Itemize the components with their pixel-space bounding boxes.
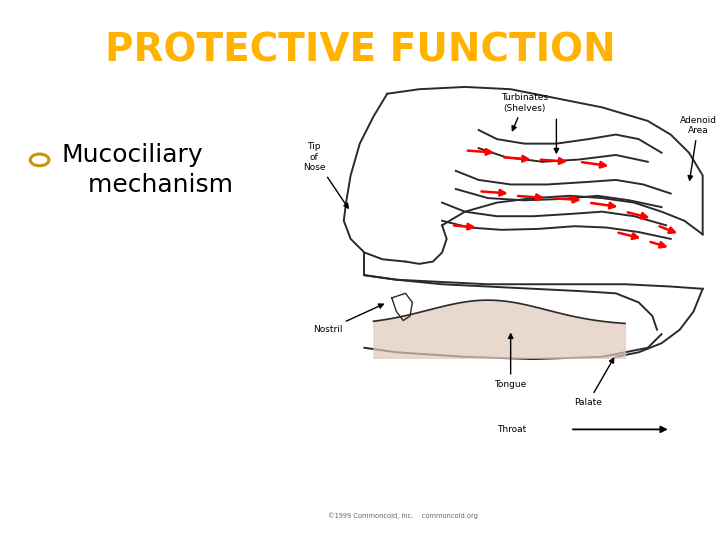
Text: mechanism: mechanism: [72, 173, 233, 197]
Text: Mucociliary: Mucociliary: [62, 143, 204, 166]
Text: Adenoid
Area: Adenoid Area: [680, 116, 716, 180]
Text: Tongue: Tongue: [495, 334, 527, 389]
Text: PROTECTIVE FUNCTION: PROTECTIVE FUNCTION: [104, 31, 616, 70]
Text: Tip
of
Nose: Tip of Nose: [303, 143, 348, 208]
Text: Palate: Palate: [575, 359, 613, 407]
Text: Nostril: Nostril: [313, 304, 383, 334]
Text: ©1999 Commoncold, Inc.    commoncold.org: ©1999 Commoncold, Inc. commoncold.org: [328, 512, 477, 519]
Text: Throat: Throat: [497, 425, 526, 434]
Text: Turbinates
(Shelves): Turbinates (Shelves): [501, 93, 548, 131]
